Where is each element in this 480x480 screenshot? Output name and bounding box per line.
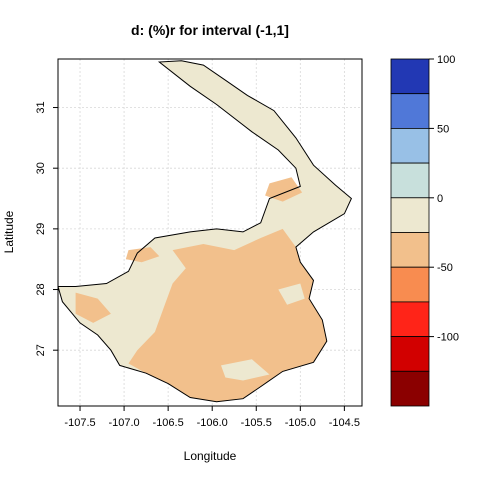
colorbar-bin (390, 266, 430, 303)
colorbar-bin (390, 370, 430, 407)
colorbar-bin (390, 93, 430, 129)
colorbar-bin (390, 197, 430, 233)
x-tick-label: -105.0 (285, 417, 316, 429)
figure-title: d: (%)r for interval (-1,1] (131, 22, 289, 38)
x-tick-label: -104.5 (329, 417, 360, 429)
y-tick-label: 28 (35, 283, 47, 295)
near-zero-change-region (278, 283, 305, 305)
colorbar-ticks: 100 50 0 -50 -100 (429, 54, 459, 344)
colorbar (390, 58, 430, 407)
map-panel-border (57, 58, 363, 407)
colorbar-tick-label: 50 (437, 123, 449, 135)
colorbar-tick-label: 0 (437, 193, 443, 205)
x-tick-label: -107.0 (108, 417, 139, 429)
y-tick-label: 31 (35, 101, 47, 113)
map-panel: -107.5 -107.0 -106.5 -106.0 -105.5 -105.0 -104… (35, 58, 363, 429)
x-axis-ticks: -107.5 -107.0 -106.5 -106.0 -105.5 -105.0 -104… (64, 406, 360, 429)
y-tick-label: 27 (35, 344, 47, 356)
colorbar-tick-label: 100 (437, 54, 455, 66)
y-tick-label: 29 (35, 223, 47, 235)
x-axis-label: Longitude (184, 449, 237, 463)
y-axis-ticks: 27 28 29 30 31 (35, 101, 58, 356)
x-tick-label: -106.5 (153, 417, 184, 429)
colorbar-bin (390, 301, 430, 337)
colorbar-bin (390, 162, 430, 199)
near-zero-change-regions (221, 283, 305, 381)
x-tick-label: -106.0 (197, 417, 228, 429)
y-axis-label: Latitude (2, 210, 16, 253)
x-tick-label: -107.5 (64, 417, 95, 429)
negative-change-region (75, 292, 111, 323)
negative-change-region (265, 177, 303, 202)
negative-change-region (128, 228, 327, 402)
near-zero-change-region (221, 359, 270, 381)
basin-outline (58, 60, 353, 403)
colorbar-tick-label: -50 (437, 262, 453, 274)
colorbar-bin (390, 127, 430, 164)
colorbar-bin (390, 58, 430, 95)
colorbar-bin (390, 336, 430, 372)
x-tick-label: -105.5 (241, 417, 272, 429)
colorbar-tick-label: -100 (437, 332, 459, 344)
colorbar-bin (390, 232, 430, 268)
y-tick-label: 30 (35, 162, 47, 174)
